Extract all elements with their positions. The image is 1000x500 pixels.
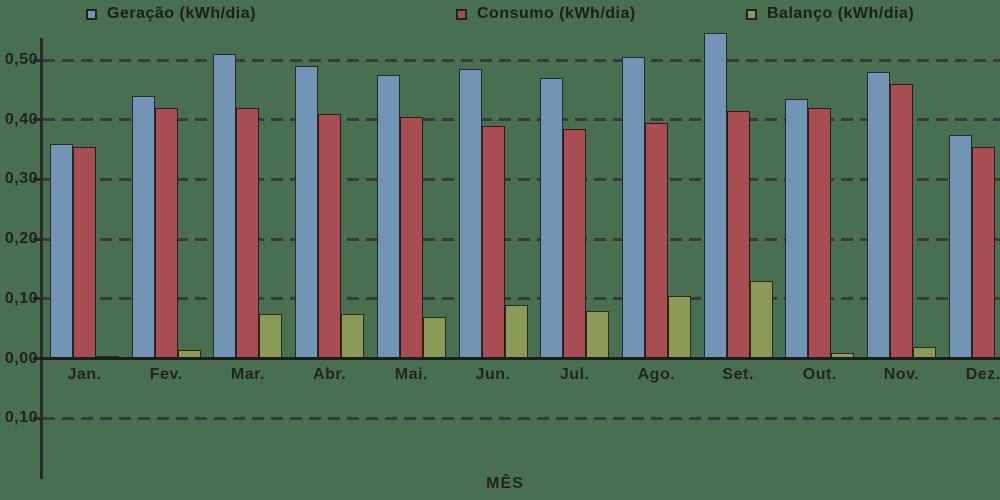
gridline: [43, 118, 1000, 122]
x-axis-label: Dez.: [965, 366, 1000, 383]
bar-1-2: [236, 107, 260, 359]
legend-item-geracao: Geração (kWh/dia): [86, 5, 256, 23]
y-axis-label: 0,30: [4, 170, 38, 188]
bar-2-6: [586, 310, 610, 359]
x-axis-label: Jun.: [475, 366, 511, 383]
bar-2-9: [831, 352, 855, 359]
bar-2-10: [913, 346, 936, 359]
bar-1-3: [318, 113, 342, 359]
y-axis-tick: [33, 237, 40, 241]
bar-1-7: [644, 122, 668, 359]
x-axis-label: Jan.: [67, 366, 102, 383]
x-axis-label: Fev.: [149, 366, 183, 383]
bar-0-9: [785, 98, 809, 359]
bar-1-10: [890, 83, 913, 359]
bar-0-8: [703, 33, 727, 359]
x-axis-label: Jul.: [559, 366, 590, 383]
y-axis-line: [40, 38, 43, 479]
gridline: [43, 177, 1000, 181]
x-axis-label: Abr.: [313, 366, 347, 383]
y-axis-label: 0,00: [4, 349, 38, 367]
legend-marker-consumo-icon: [456, 8, 467, 20]
bar-1-0: [73, 146, 96, 359]
x-axis-label: Ago.: [637, 366, 676, 383]
legend-marker-geracao-icon: [86, 8, 97, 20]
bar-0-7: [621, 57, 645, 359]
bar-0-4: [376, 74, 400, 359]
y-axis-tick: [33, 58, 40, 62]
bar-0-0: [50, 143, 73, 359]
x-axis-label: Mar.: [230, 366, 265, 383]
bar-1-6: [563, 128, 587, 359]
bar-2-7: [667, 295, 691, 359]
y-axis-label: 0,50: [4, 51, 38, 68]
y-axis-tick: [33, 357, 40, 360]
bar-1-9: [808, 107, 832, 359]
gridline: [43, 416, 1000, 420]
bar-2-3: [341, 313, 365, 359]
legend-item-balanco: Balanço (kWh/dia): [746, 5, 914, 23]
bar-1-8: [726, 110, 750, 359]
legend-label-balanco: Balanço (kWh/dia): [767, 5, 915, 22]
bar-0-1: [131, 95, 155, 359]
x-axis-line: [40, 357, 1000, 360]
y-axis-label: 0,40: [4, 110, 38, 128]
bar-2-1: [177, 349, 201, 359]
bar-2-2: [259, 313, 283, 359]
bar-0-11: [948, 134, 972, 359]
bar-1-4: [399, 116, 423, 359]
legend-label-geracao: Geração (kWh/dia): [107, 5, 256, 22]
bar-0-3: [295, 65, 319, 359]
bar-2-5: [504, 304, 528, 359]
legend-item-consumo: Consumo (kWh/dia): [456, 5, 636, 23]
bar-0-10: [867, 71, 890, 359]
gridline: [43, 58, 1000, 62]
x-axis-label: Nov.: [883, 366, 920, 383]
bar-1-1: [154, 107, 178, 359]
y-axis-tick: [33, 297, 40, 301]
bar-2-8: [749, 280, 773, 359]
bar-1-11: [971, 146, 995, 359]
bar-0-6: [540, 77, 564, 359]
bar-0-2: [213, 54, 237, 359]
bar-0-5: [458, 68, 482, 359]
y-axis-label: 0,10: [4, 289, 38, 307]
y-axis-label: 0,10: [4, 409, 38, 427]
y-axis-label: 0,20: [4, 230, 38, 248]
legend-label-consumo: Consumo (kWh/dia): [477, 5, 636, 22]
gridline: [43, 237, 1000, 241]
y-axis-tick: [33, 416, 40, 420]
y-axis-tick: [33, 118, 40, 122]
x-axis-label: Out.: [802, 366, 837, 383]
bar-2-4: [422, 316, 446, 359]
y-axis-tick: [33, 177, 40, 181]
x-axis-title: MÊS: [486, 475, 524, 492]
bar-2-0: [96, 355, 119, 359]
x-axis-label: Mai.: [394, 366, 428, 383]
gridline: [43, 297, 1000, 301]
bar-1-5: [481, 125, 505, 359]
legend-marker-balanco-icon: [746, 8, 757, 20]
x-axis-label: Set.: [722, 366, 754, 383]
